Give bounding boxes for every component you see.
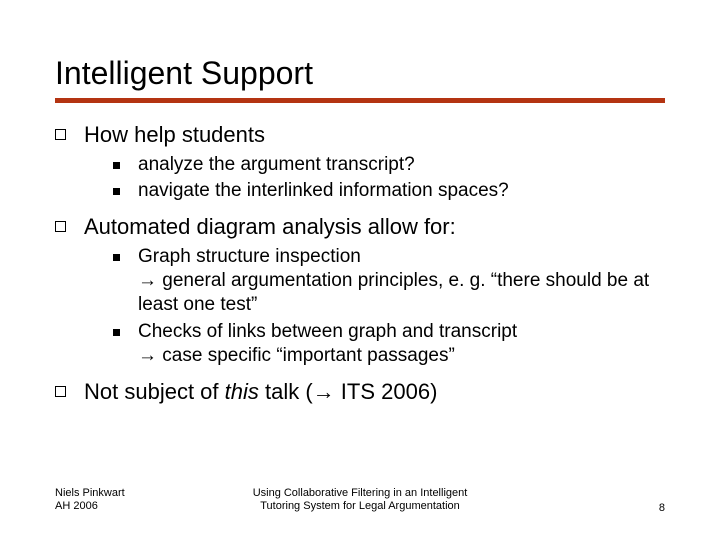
footer-title-1: Using Collaborative Filtering in an Inte… bbox=[253, 487, 468, 499]
footer-left: Niels Pinkwart AH 2006 bbox=[55, 487, 125, 515]
bullet-lvl1: Not subject of this talk (→ ITS 2006) bbox=[55, 378, 665, 406]
title-rule bbox=[55, 98, 665, 103]
lvl1-text: Automated diagram analysis allow for: bbox=[84, 213, 456, 241]
lvl2-group: Graph structure inspection → general arg… bbox=[113, 245, 665, 369]
bullet-lvl2: analyze the argument transcript? bbox=[113, 153, 665, 177]
bullet-lvl1: How help students bbox=[55, 121, 665, 149]
square-filled-icon bbox=[113, 329, 120, 336]
bullet-lvl2: Graph structure inspection → general arg… bbox=[113, 245, 665, 318]
lvl2-text: navigate the interlinked information spa… bbox=[138, 179, 509, 203]
lvl1-text: Not subject of this talk (→ ITS 2006) bbox=[84, 378, 437, 406]
lvl2-text: Checks of links between graph and transc… bbox=[138, 320, 517, 369]
footer: Niels Pinkwart AH 2006 Using Collaborati… bbox=[55, 487, 665, 515]
lvl2-group: analyze the argument transcript? navigat… bbox=[113, 153, 665, 204]
lvl2-cont: → general argumentation principles, e. g… bbox=[138, 270, 649, 315]
lvl2-cont: → case specific “important passages” bbox=[138, 345, 455, 366]
footer-event: AH 2006 bbox=[55, 500, 98, 512]
bullet-lvl2: Checks of links between graph and transc… bbox=[113, 320, 665, 369]
text-part: Not subject of bbox=[84, 379, 225, 404]
square-filled-icon bbox=[113, 188, 120, 195]
slide: Intelligent Support How help students an… bbox=[0, 0, 720, 540]
bullet-lvl1: Automated diagram analysis allow for: bbox=[55, 213, 665, 241]
text-part: talk (→ ITS 2006) bbox=[259, 379, 438, 404]
square-open-icon bbox=[55, 386, 66, 397]
lvl1-text: How help students bbox=[84, 121, 265, 149]
footer-page: 8 bbox=[659, 502, 665, 514]
slide-title: Intelligent Support bbox=[55, 55, 665, 92]
lvl2-text: Graph structure inspection → general arg… bbox=[138, 245, 665, 318]
footer-title-2: Tutoring System for Legal Argumentation bbox=[260, 500, 460, 512]
lvl2-line: Checks of links between graph and transc… bbox=[138, 321, 517, 342]
square-open-icon bbox=[55, 221, 66, 232]
lvl2-line: Graph structure inspection bbox=[138, 246, 361, 267]
footer-author: Niels Pinkwart bbox=[55, 487, 125, 499]
square-filled-icon bbox=[113, 162, 120, 169]
square-filled-icon bbox=[113, 254, 120, 261]
lvl2-text: analyze the argument transcript? bbox=[138, 153, 415, 177]
text-italic: this bbox=[225, 379, 259, 404]
bullet-lvl2: navigate the interlinked information spa… bbox=[113, 179, 665, 203]
footer-center: Using Collaborative Filtering in an Inte… bbox=[253, 487, 468, 515]
square-open-icon bbox=[55, 129, 66, 140]
